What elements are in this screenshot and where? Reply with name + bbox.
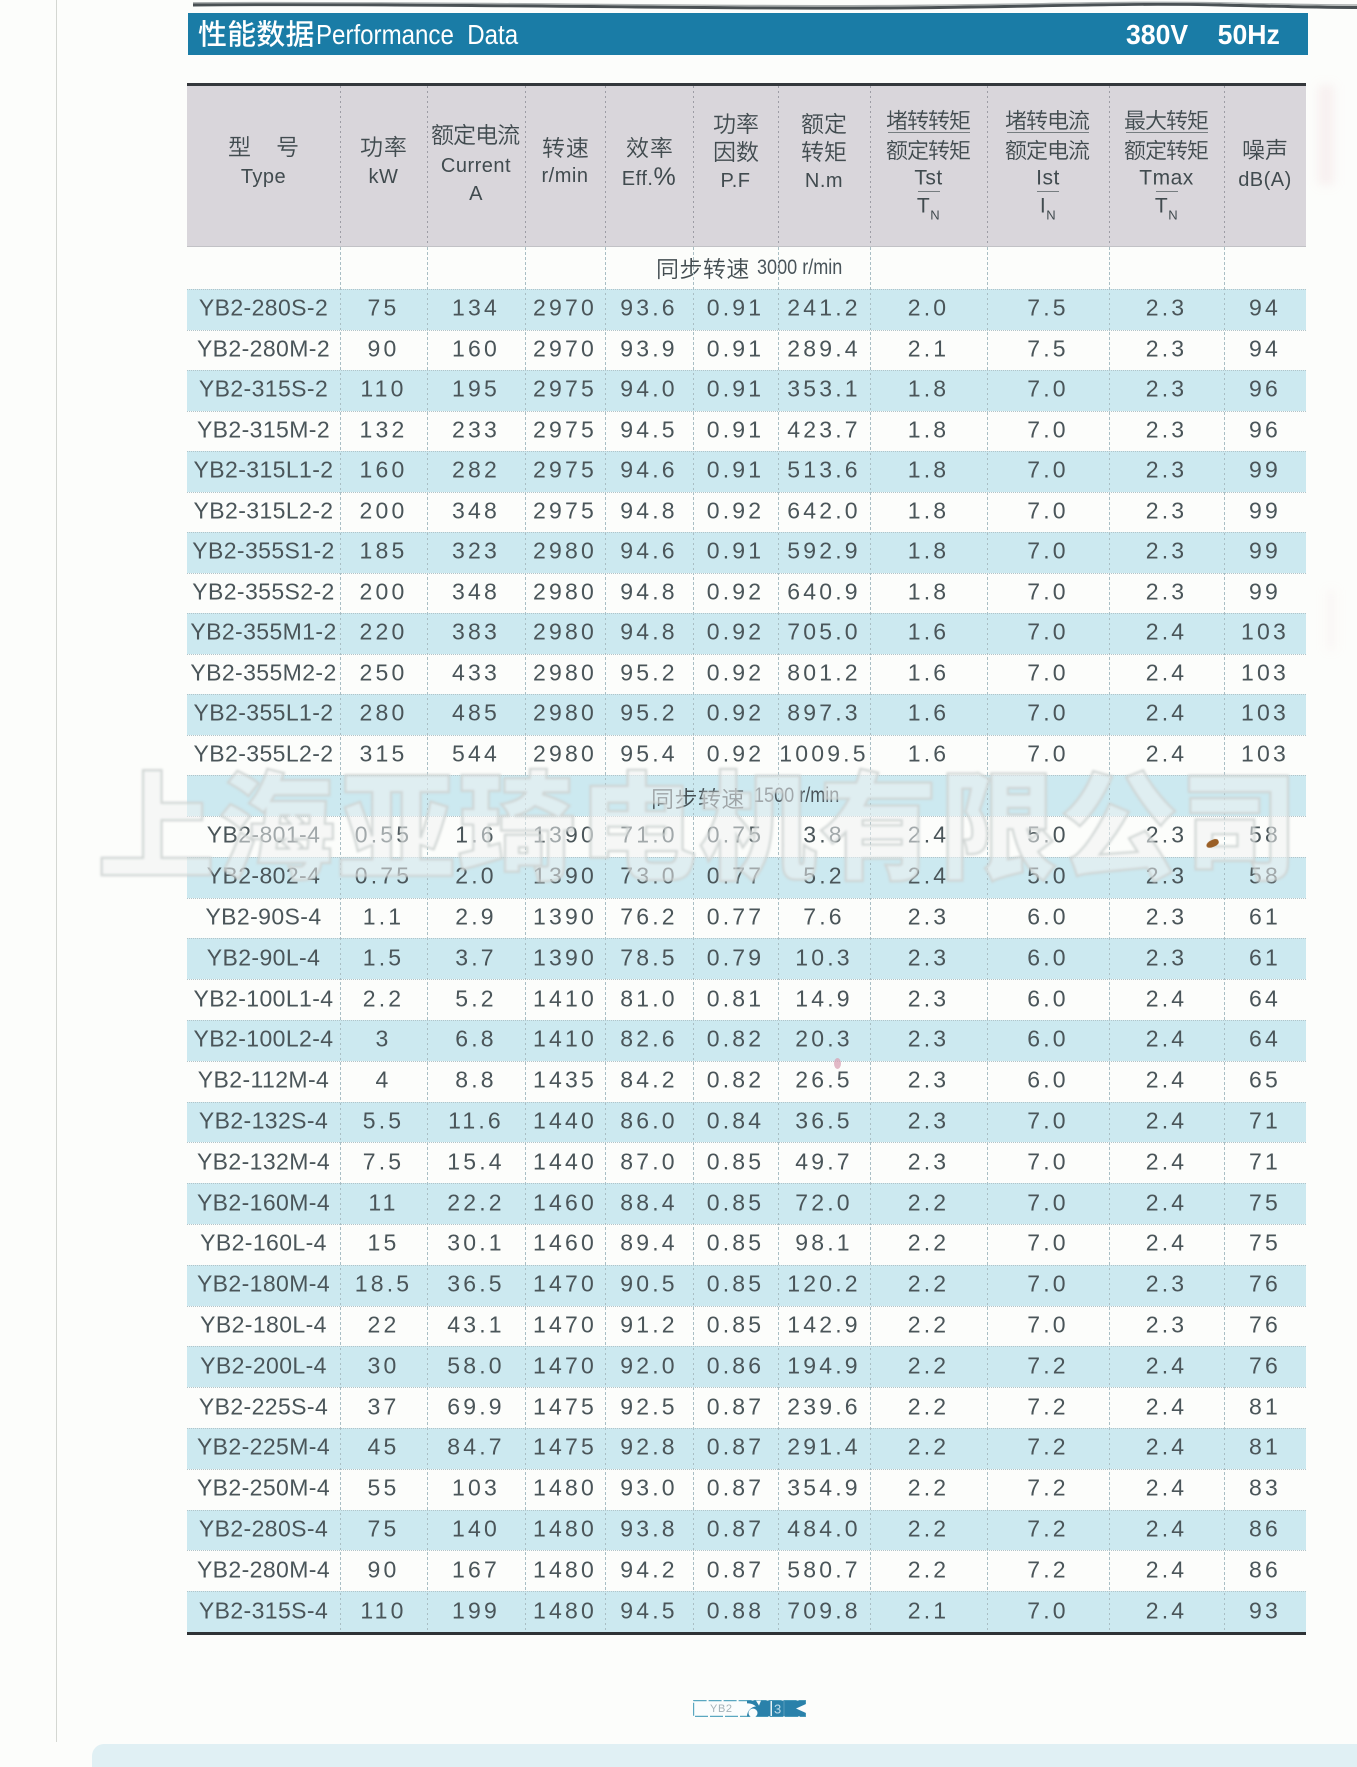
svg-text:YB2: YB2	[710, 1703, 732, 1715]
svg-text:3: 3	[774, 1702, 781, 1717]
